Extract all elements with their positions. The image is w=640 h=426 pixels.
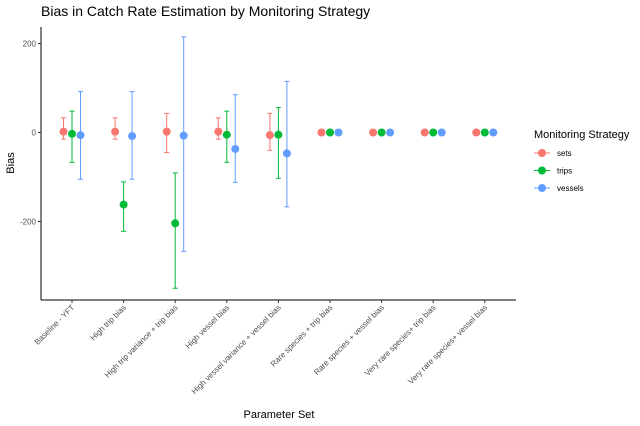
data-point-sets	[162, 127, 171, 136]
legend-label: trips	[557, 167, 572, 176]
y-tick-label: 200	[23, 40, 37, 49]
legend: Monitoring Strategy sets trips vessels	[534, 129, 630, 193]
chart-title: Bias in Catch Rate Estimation by Monitor…	[41, 3, 370, 19]
data-point-vessels	[282, 149, 291, 158]
data-point-vessels	[437, 128, 446, 137]
x-tick-label: Baseline - YFT	[33, 303, 77, 347]
y-ticks: -200 0 200	[20, 40, 41, 227]
data-point-vessels	[231, 144, 240, 153]
y-tick-label: 0	[32, 129, 37, 138]
legend-label: sets	[557, 149, 572, 158]
legend-key-sets	[538, 149, 546, 157]
legend-key-vessels	[538, 184, 546, 192]
data-point-vessels	[386, 128, 395, 137]
data-point-sets	[111, 127, 120, 136]
data-point-sets	[265, 131, 274, 140]
data-marks	[59, 36, 498, 289]
data-point-trips	[222, 130, 231, 139]
data-point-trips	[377, 128, 386, 137]
data-point-trips	[429, 128, 438, 137]
data-point-trips	[274, 130, 283, 139]
data-point-trips	[480, 128, 489, 137]
legend-label: vessels	[557, 184, 584, 193]
data-point-trips	[171, 219, 180, 228]
data-point-sets	[369, 128, 378, 137]
data-point-trips	[326, 128, 334, 137]
legend-key-trips	[538, 166, 546, 175]
data-point-vessels	[76, 131, 85, 140]
x-axis-title: Parameter Set	[244, 409, 315, 421]
data-point-sets	[317, 128, 326, 137]
data-point-sets	[214, 127, 223, 136]
y-axis-title: Bias	[5, 152, 17, 174]
data-point-vessels	[179, 131, 188, 140]
x-tick-label: High trip bias	[89, 303, 128, 342]
data-point-trips	[68, 129, 76, 138]
x-tick-label: High vessel variance + vessel bias	[190, 303, 283, 396]
data-point-vessels	[334, 128, 343, 137]
data-point-sets	[472, 128, 481, 137]
data-point-vessels	[489, 128, 498, 137]
data-point-sets	[59, 127, 68, 136]
data-point-sets	[420, 128, 429, 137]
data-point-vessels	[128, 132, 137, 141]
legend-title: Monitoring Strategy	[534, 129, 630, 141]
data-point-trips	[119, 200, 128, 209]
x-tick-label: High vessel bias	[184, 303, 232, 351]
y-tick-label: -200	[20, 218, 37, 227]
